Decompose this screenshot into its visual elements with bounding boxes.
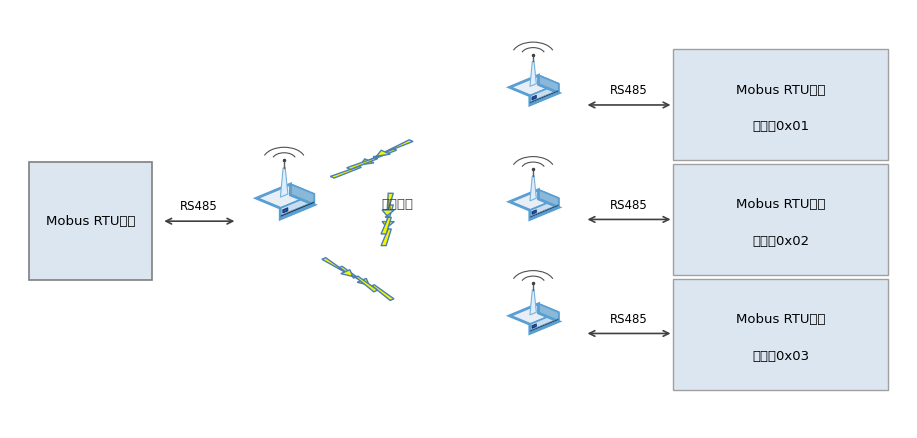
Text: 地址：0x01: 地址：0x01: [752, 120, 810, 134]
Polygon shape: [532, 210, 536, 214]
Text: RS485: RS485: [610, 198, 647, 212]
Text: Mobus RTU从机: Mobus RTU从机: [736, 313, 825, 326]
Polygon shape: [532, 95, 536, 100]
Polygon shape: [532, 324, 536, 328]
Polygon shape: [257, 184, 315, 208]
Polygon shape: [530, 61, 536, 86]
Polygon shape: [530, 198, 558, 219]
Polygon shape: [538, 190, 558, 208]
Text: RS485: RS485: [610, 313, 647, 325]
Polygon shape: [381, 193, 394, 234]
Polygon shape: [510, 190, 558, 210]
Polygon shape: [381, 205, 394, 246]
Text: 地址：0x02: 地址：0x02: [752, 235, 810, 248]
Polygon shape: [530, 318, 558, 332]
Text: 地址：0x03: 地址：0x03: [752, 350, 810, 363]
Polygon shape: [330, 148, 397, 178]
Polygon shape: [530, 290, 536, 315]
Polygon shape: [510, 75, 558, 96]
Text: Mobus RTU主机: Mobus RTU主机: [46, 215, 136, 228]
FancyBboxPatch shape: [673, 164, 889, 275]
Text: Mobus RTU从机: Mobus RTU从机: [736, 198, 825, 211]
Polygon shape: [322, 258, 378, 292]
Polygon shape: [530, 175, 536, 201]
Text: Mobus RTU从机: Mobus RTU从机: [736, 84, 825, 97]
Polygon shape: [291, 184, 315, 205]
Polygon shape: [282, 208, 288, 213]
Polygon shape: [281, 194, 315, 219]
Text: RS485: RS485: [180, 200, 217, 213]
Polygon shape: [538, 75, 558, 93]
Polygon shape: [347, 140, 413, 170]
Text: 无线通信: 无线通信: [381, 198, 414, 211]
FancyBboxPatch shape: [673, 279, 889, 390]
Text: RS485: RS485: [610, 84, 647, 97]
Polygon shape: [510, 304, 558, 324]
Polygon shape: [338, 266, 394, 300]
Polygon shape: [530, 312, 558, 333]
Polygon shape: [281, 201, 315, 217]
Polygon shape: [538, 304, 558, 321]
FancyBboxPatch shape: [28, 162, 152, 280]
Polygon shape: [530, 90, 558, 103]
Polygon shape: [530, 205, 558, 218]
Polygon shape: [281, 167, 288, 197]
Polygon shape: [530, 84, 558, 105]
FancyBboxPatch shape: [673, 49, 889, 160]
